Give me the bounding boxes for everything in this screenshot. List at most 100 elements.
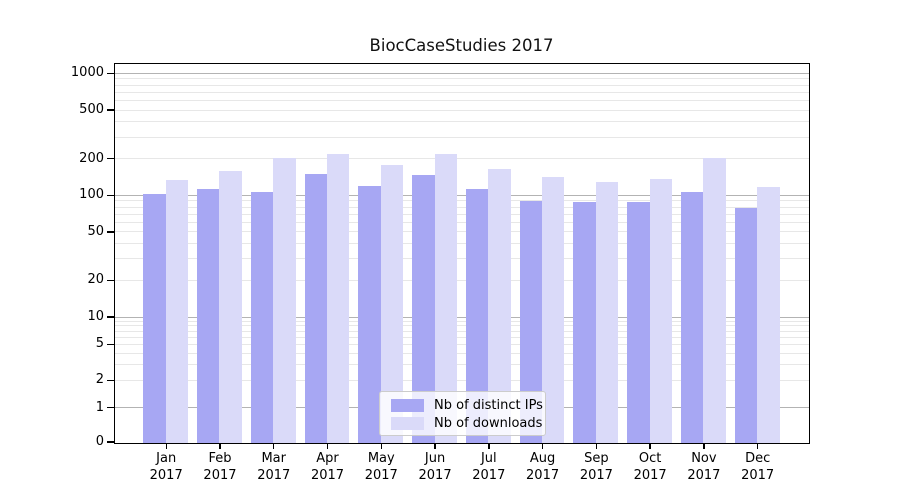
y-tick-label: 2 <box>95 372 104 388</box>
x-tick-label-dec: Dec 2017 <box>718 450 798 484</box>
bar-aug-distinct-ips <box>519 201 543 443</box>
y-tick-label: 500 <box>79 102 104 118</box>
gridline-minor <box>114 84 809 86</box>
x-tick-label-jan: Jan 2017 <box>126 450 206 484</box>
x-tick-label-jul: Jul 2017 <box>449 450 529 484</box>
gridline-minor <box>114 99 809 101</box>
legend-label-downloads: Nb of downloads <box>434 416 543 431</box>
legend-label-distinct-ips: Nb of distinct IPs <box>434 398 543 413</box>
x-tick-month: Oct <box>638 451 662 466</box>
legend-row-downloads: Nb of downloads <box>391 415 542 433</box>
bar-sep-downloads <box>595 182 619 443</box>
y-tick-mark <box>107 279 114 282</box>
x-tick-month: Dec <box>745 451 771 466</box>
x-tick-mark <box>756 443 759 449</box>
bar-jan-distinct-ips <box>143 194 166 443</box>
gridline-minor <box>114 109 809 111</box>
x-tick-label-aug: Aug 2017 <box>503 450 583 484</box>
bar-mar-downloads <box>273 157 296 443</box>
x-tick-year: 2017 <box>149 468 183 483</box>
y-tick-label: 200 <box>79 150 104 166</box>
gridline-minor <box>114 343 809 345</box>
x-tick-label-sep: Sep 2017 <box>556 450 636 484</box>
bar-may-distinct-ips <box>358 185 381 443</box>
x-tick-year: 2017 <box>364 468 398 483</box>
gridline-minor <box>114 136 809 138</box>
bar-dec-distinct-ips <box>734 207 758 443</box>
y-tick-mark <box>107 194 114 196</box>
bar-oct-downloads <box>649 179 673 443</box>
x-tick-mark <box>434 443 436 449</box>
x-tick-mark <box>326 443 329 449</box>
x-tick-year: 2017 <box>633 468 667 483</box>
gridline-minor <box>114 279 809 281</box>
gridline-minor <box>114 243 809 245</box>
x-tick-year: 2017 <box>472 468 506 483</box>
y-tick-label: 1000 <box>70 65 104 81</box>
x-tick-month: Apr <box>316 451 339 466</box>
x-tick-mark <box>541 443 544 449</box>
x-tick-mark <box>219 443 221 449</box>
legend: Nb of distinct IPs Nb of downloads <box>379 390 546 436</box>
y-tick-label: 50 <box>87 223 104 239</box>
y-tick-mark <box>107 72 114 74</box>
x-tick-year: 2017 <box>418 468 452 483</box>
gridline-minor <box>114 158 809 160</box>
x-tick-month: Aug <box>529 451 556 466</box>
x-tick-mark <box>273 443 275 449</box>
gridline-minor <box>114 78 809 80</box>
x-tick-mark <box>649 443 651 449</box>
bar-apr-distinct-ips <box>304 174 327 443</box>
x-tick-mark <box>488 443 490 449</box>
x-tick-mark <box>595 443 598 449</box>
y-tick-label: 0 <box>95 434 104 449</box>
gridline-minor <box>114 336 809 338</box>
legend-row-distinct-ips: Nb of distinct IPs <box>391 397 543 415</box>
y-tick-label: 1 <box>95 399 104 415</box>
y-tick-label: 100 <box>79 187 104 203</box>
x-tick-month: Jun <box>424 451 446 466</box>
x-tick-month: Nov <box>691 451 717 466</box>
gridline-minor <box>114 363 809 365</box>
y-tick-label: 5 <box>95 336 104 352</box>
legend-swatch-downloads <box>391 417 424 430</box>
x-tick-month: Feb <box>208 451 232 466</box>
gridline-major <box>114 72 809 74</box>
x-tick-label-apr: Apr 2017 <box>288 450 368 484</box>
x-tick-month: Sep <box>584 451 609 466</box>
gridline-major <box>114 316 809 318</box>
x-tick-label-mar: Mar 2017 <box>234 450 314 484</box>
bar-jul-downloads <box>488 168 511 443</box>
gridline-minor <box>114 320 809 322</box>
bar-apr-downloads <box>327 153 350 443</box>
x-tick-year: 2017 <box>579 468 613 483</box>
bar-jul-distinct-ips <box>465 188 489 443</box>
bar-jun-downloads <box>434 153 457 443</box>
x-tick-year: 2017 <box>257 468 291 483</box>
chart-title: BiocCaseStudies 2017 <box>369 36 554 55</box>
x-tick-label-feb: Feb 2017 <box>180 450 260 484</box>
bar-sep-distinct-ips <box>573 201 596 443</box>
x-tick-label-may: May 2017 <box>341 450 421 484</box>
x-tick-year: 2017 <box>310 468 345 483</box>
bar-nov-distinct-ips <box>681 192 704 443</box>
bar-jan-downloads <box>165 179 189 443</box>
x-tick-month: Jul <box>480 451 497 466</box>
y-tick-mark <box>107 316 114 318</box>
gridline-minor <box>114 379 809 381</box>
y-tick-mark <box>107 407 114 409</box>
gridline-minor <box>114 325 809 327</box>
x-tick-year: 2017 <box>741 468 775 483</box>
y-tick-mark <box>107 231 114 233</box>
gridline-major <box>114 194 809 196</box>
x-tick-year: 2017 <box>526 468 560 483</box>
bar-nov-downloads <box>703 157 726 443</box>
gridline-minor <box>114 121 809 123</box>
x-tick-year: 2017 <box>687 468 721 483</box>
x-tick-month: May <box>367 451 395 466</box>
gridline-minor <box>114 213 809 215</box>
bar-jun-distinct-ips <box>412 175 435 443</box>
x-tick-label-nov: Nov 2017 <box>664 450 744 484</box>
y-tick-label: 10 <box>87 309 104 324</box>
